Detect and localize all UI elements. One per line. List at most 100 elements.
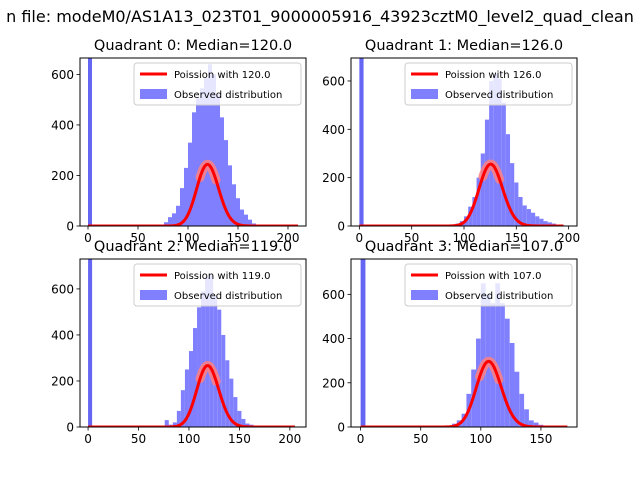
hist-bar bbox=[539, 218, 544, 226]
hist-bar bbox=[188, 351, 193, 427]
hist-bar bbox=[497, 78, 502, 226]
x-tick-label: 50 bbox=[404, 231, 419, 245]
legend-bar-swatch bbox=[140, 89, 167, 99]
hist-bar bbox=[547, 222, 552, 226]
legend-label-poisson: Poission with 126.0 bbox=[445, 70, 541, 81]
hist-bar bbox=[216, 94, 220, 226]
subplot-title: Quadrant 3: Median=107.0 bbox=[365, 239, 563, 255]
y-tick-label: 600 bbox=[51, 282, 74, 296]
hist-bar bbox=[500, 303, 505, 427]
y-tick-label: 200 bbox=[51, 374, 74, 388]
hist-bar bbox=[212, 74, 216, 226]
axes-frame bbox=[350, 258, 578, 428]
hist-bar bbox=[526, 209, 531, 226]
hist-bar bbox=[233, 397, 238, 427]
x-tick-label: 50 bbox=[131, 432, 146, 446]
hist-bar bbox=[493, 73, 498, 226]
subplot-0: 0 50 100 150 200 0 200 400 600 Quadrant 0: Median… bbox=[51, 38, 307, 245]
y-tick-label: 200 bbox=[322, 376, 345, 390]
x-tick-label: 0 bbox=[84, 231, 92, 245]
hist-bar bbox=[192, 112, 196, 226]
subplot-title: Quadrant 0: Median=120.0 bbox=[94, 38, 292, 54]
y-tick-label: 200 bbox=[51, 169, 74, 183]
hist-bar bbox=[180, 188, 184, 226]
hist-bar bbox=[533, 422, 539, 427]
x-tick-label: 200 bbox=[278, 432, 301, 446]
legend-label-poisson: Poission with 120.0 bbox=[174, 70, 270, 81]
subplot-3: 0 50 100 150 0 200 400 600 Quadrant 3: Median=10… bbox=[322, 239, 578, 446]
legend-box bbox=[404, 62, 573, 106]
poisson-curve bbox=[87, 162, 299, 226]
subplot-2: 0 50 100 150 200 0 200 400 600 Quadrant 2: Median… bbox=[51, 239, 307, 446]
y-tick-label: 0 bbox=[66, 421, 74, 435]
hist-bar bbox=[232, 184, 236, 226]
hist-bar bbox=[524, 409, 529, 427]
hist-bar bbox=[509, 343, 515, 427]
legend-bar-swatch bbox=[411, 290, 438, 300]
hist-bar bbox=[514, 182, 519, 226]
y-tick-label: 0 bbox=[66, 220, 74, 234]
hist-bar bbox=[208, 64, 212, 226]
hist-bar bbox=[176, 410, 181, 427]
x-tick-label: 150 bbox=[228, 432, 251, 446]
x-tick-label: 50 bbox=[130, 231, 145, 245]
axes-frame bbox=[79, 258, 307, 428]
hist-bar bbox=[530, 212, 536, 226]
legend-box bbox=[404, 263, 573, 307]
y-tick-label: 600 bbox=[51, 68, 74, 82]
hist-bar bbox=[184, 167, 188, 226]
x-tick-label: 100 bbox=[177, 231, 200, 245]
legend-label-observed: Observed distribution bbox=[445, 90, 553, 101]
hist-bar bbox=[168, 217, 172, 226]
poisson-curve bbox=[360, 359, 568, 427]
hist-bar bbox=[201, 291, 206, 427]
hist-bar bbox=[241, 418, 246, 427]
subplot-title: Quadrant 2: Median=119.0 bbox=[94, 239, 292, 255]
hist-bar bbox=[476, 177, 481, 226]
hist-bar bbox=[519, 393, 525, 427]
x-tick-label: 150 bbox=[529, 432, 552, 446]
legend-bar-swatch bbox=[411, 89, 438, 99]
legend-label-observed: Observed distribution bbox=[174, 291, 282, 302]
x-tick-label: 100 bbox=[469, 432, 492, 446]
hist-bar bbox=[217, 309, 222, 427]
hist-bar bbox=[172, 422, 177, 427]
hist-bar bbox=[204, 78, 208, 226]
x-tick-label: 200 bbox=[557, 231, 580, 245]
hist-bar bbox=[505, 134, 511, 226]
y-tick-label: 400 bbox=[322, 123, 345, 137]
y-tick-label: 600 bbox=[322, 288, 345, 302]
plot-area bbox=[87, 58, 299, 226]
hist-bar bbox=[244, 214, 248, 226]
figure-suptitle: n file: modeM0/AS1A13_023T01_9000005916_… bbox=[6, 7, 634, 27]
zero-spike-bar bbox=[88, 58, 92, 226]
plot-area bbox=[87, 259, 296, 427]
zero-spike-bar bbox=[359, 58, 364, 226]
hist-bar bbox=[193, 328, 198, 427]
hist-bar bbox=[221, 334, 226, 427]
y-tick-label: 600 bbox=[322, 74, 345, 88]
hist-bar bbox=[220, 117, 224, 226]
hist-bar bbox=[240, 209, 244, 226]
hist-bar bbox=[245, 423, 250, 427]
hist-bar bbox=[164, 420, 169, 427]
hist-bar bbox=[248, 219, 252, 226]
hist-bar bbox=[237, 410, 242, 427]
hist-bar bbox=[229, 378, 234, 427]
legend-label-observed: Observed distribution bbox=[445, 291, 553, 302]
hist-bar bbox=[518, 196, 523, 226]
hist-bar bbox=[172, 213, 176, 226]
hist-bar bbox=[522, 205, 527, 226]
poisson-curve bbox=[87, 364, 296, 427]
hist-bar bbox=[196, 98, 200, 226]
legend-bar-swatch bbox=[140, 290, 167, 300]
hist-bar bbox=[480, 283, 486, 427]
hist-bar bbox=[213, 295, 218, 427]
axes-frame bbox=[79, 57, 307, 227]
hist-bar bbox=[535, 216, 540, 226]
hist-bar bbox=[184, 369, 189, 427]
zero-spike-bar bbox=[88, 259, 93, 427]
x-tick-label: 150 bbox=[227, 231, 250, 245]
x-tick-label: 50 bbox=[413, 432, 428, 446]
